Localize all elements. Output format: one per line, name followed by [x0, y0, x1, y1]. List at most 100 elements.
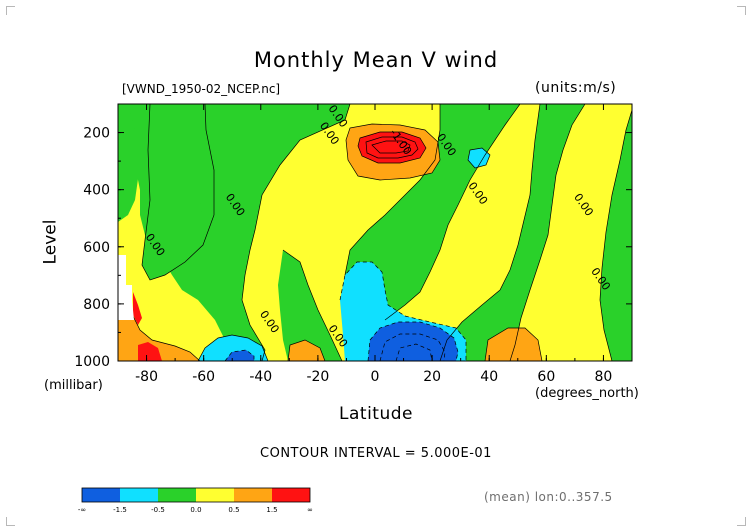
page-corner-mark	[6, 517, 15, 526]
y-tick-label: 800	[83, 297, 110, 313]
colorbar-label: -1.5	[113, 506, 127, 514]
colorbar-label: 1.5	[266, 506, 277, 514]
green-region	[600, 110, 632, 361]
colorbar-swatch	[196, 488, 234, 502]
colorbar-label: 0.5	[228, 506, 239, 514]
plot-frame	[117, 103, 633, 362]
contour-line	[379, 333, 446, 361]
contour-label: 0.00	[223, 191, 248, 219]
x-tick-label: -40	[249, 369, 272, 385]
x-tick-label: -80	[135, 369, 158, 385]
missing-data-region	[118, 255, 134, 320]
contour-line	[197, 334, 269, 361]
y-axis-unit: (millibar)	[44, 378, 103, 393]
contour-line	[345, 123, 441, 181]
colorbar-swatch	[82, 488, 120, 502]
contour-label: 0.00	[326, 322, 351, 350]
x-axis-unit: (degrees_north)	[535, 386, 639, 401]
cyan-region	[198, 335, 268, 361]
contour-line	[287, 339, 326, 361]
contour-label: 0.00	[317, 120, 342, 148]
orange-region	[346, 124, 440, 180]
contour-line	[367, 321, 459, 361]
y-tick-label: 1000	[74, 354, 110, 370]
contour-label: 0.00	[588, 265, 613, 293]
green-region	[345, 104, 520, 330]
contour-label: 0.00	[434, 131, 459, 159]
page-corner-mark	[6, 6, 15, 15]
contour-line	[484, 327, 543, 361]
contour-label: -1.00	[387, 127, 414, 158]
x-tick-label: 40	[480, 369, 498, 385]
colorbar: -∞ -1.5 -0.5 0.0 0.5 1.5 ∞	[78, 487, 313, 514]
contour-label: 0.00	[143, 231, 168, 259]
x-tick-label: 0	[371, 369, 380, 385]
cyan-region	[340, 262, 466, 361]
contour-line	[241, 104, 351, 361]
x-axis-label: Latitude	[339, 404, 413, 424]
green-region	[278, 250, 342, 361]
contour-line	[282, 249, 343, 361]
orange-region	[118, 300, 200, 361]
red-region	[138, 342, 162, 361]
blue-region	[225, 350, 254, 361]
colorbar-label: -∞	[78, 506, 86, 514]
mean-label: (mean) lon:0..357.5	[484, 490, 613, 504]
contour-line	[599, 109, 632, 361]
red-region	[133, 292, 142, 325]
orange-region	[288, 340, 325, 361]
contour-label: 0.00	[465, 180, 490, 208]
contour-line	[395, 343, 433, 361]
blue-region	[368, 322, 458, 361]
contour-line	[371, 140, 411, 154]
page-corner-mark	[737, 6, 746, 15]
contour-lines	[118, 104, 632, 361]
contour-labels: 0.000.00 -1.00 0.000.000.000.000.000.000.0…	[143, 103, 613, 350]
chart-title: Monthly Mean V wind	[253, 48, 499, 72]
contour-line	[365, 136, 419, 159]
x-tick-label: 20	[423, 369, 441, 385]
cyan-region	[468, 148, 490, 168]
y-axis-label: Level	[40, 219, 61, 265]
contour-label: 0.00	[257, 308, 282, 336]
orange-region	[485, 328, 542, 361]
colorbar-swatch	[120, 488, 158, 502]
y-tick-label: 200	[83, 126, 110, 142]
colorbar-label: ∞	[307, 506, 313, 514]
colorbar-label: -0.5	[151, 506, 165, 514]
x-tick-label: -20	[306, 369, 329, 385]
x-tick-label: 60	[537, 369, 555, 385]
contour-line	[339, 261, 467, 361]
contour-line	[439, 104, 541, 361]
axes: -80 -60 -40 -20 0 20 40 60 80 200 400 600 800 1000	[74, 103, 633, 385]
green-region	[118, 104, 350, 361]
green-region	[440, 104, 585, 361]
colorbar-frame	[81, 487, 311, 503]
contour-line	[384, 104, 521, 321]
x-tick-label: 80	[595, 369, 613, 385]
contour-line	[509, 104, 586, 361]
contour-line	[118, 299, 201, 361]
colorbar-swatch	[272, 488, 310, 502]
units-label: (units:m/s)	[535, 80, 617, 96]
contour-line	[357, 131, 427, 164]
colorbar-swatch	[158, 488, 196, 502]
yellow-region	[118, 104, 632, 361]
red-region	[358, 132, 426, 163]
contour-line	[141, 104, 215, 281]
green-region	[142, 104, 214, 280]
page-corner-mark	[737, 517, 746, 526]
colorbar-label: 0.0	[190, 506, 201, 514]
green-region	[193, 200, 202, 218]
colorbar-swatch	[234, 488, 272, 502]
contour-line	[224, 349, 255, 361]
file-label: [VWND_1950-02_NCEP.nc]	[122, 82, 281, 96]
filled-contours: 0.000.00 -1.00 0.000.000.000.000.000.000.0…	[118, 103, 632, 361]
contour-label: 0.00	[326, 103, 351, 131]
contour-label: 0.00	[571, 191, 596, 219]
contour-interval-label: CONTOUR INTERVAL = 5.000E-01	[260, 446, 492, 461]
contour-line	[467, 147, 491, 169]
x-tick-label: -60	[192, 369, 215, 385]
y-tick-label: 600	[83, 240, 110, 256]
contour-line	[344, 104, 441, 276]
